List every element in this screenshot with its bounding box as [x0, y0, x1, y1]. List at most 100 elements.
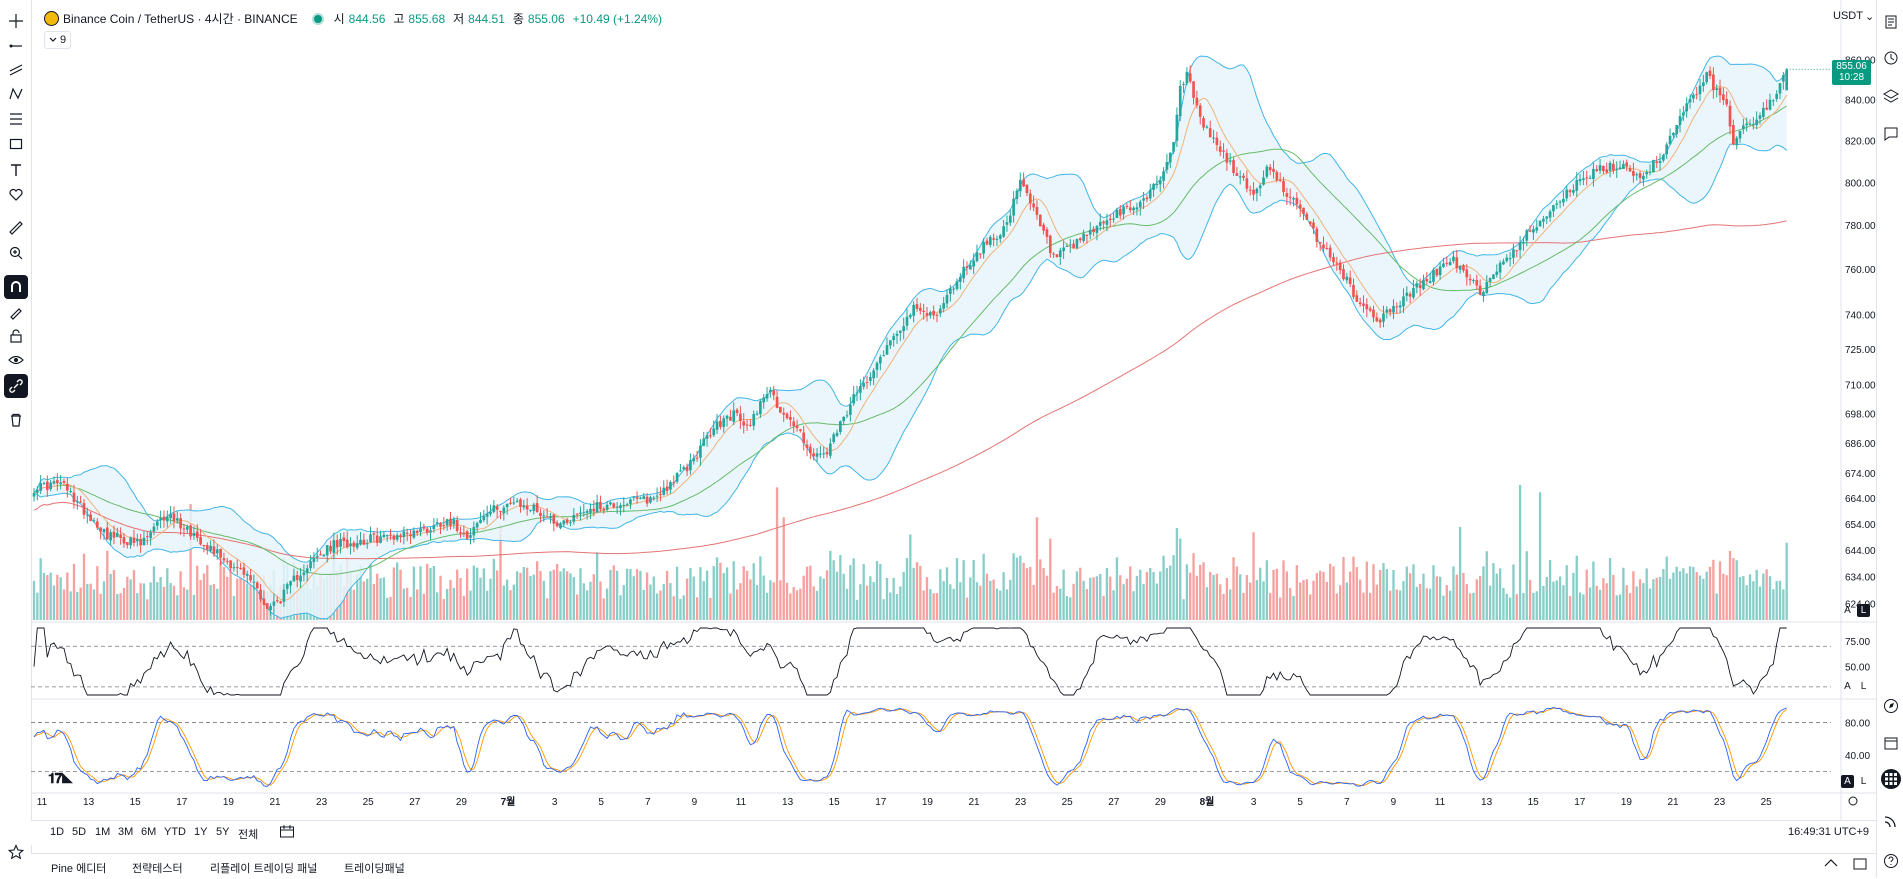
candle-body: [1118, 209, 1122, 216]
volume-bar: [1702, 578, 1705, 620]
log-scale-button-rsi[interactable]: L: [1860, 681, 1867, 692]
range-6m-button[interactable]: 6M: [141, 826, 157, 838]
range-all-button[interactable]: 전체: [238, 829, 259, 841]
candle-body: [225, 560, 229, 562]
calendar-icon[interactable]: [1881, 733, 1901, 753]
currency-dropdown[interactable]: USDT ⌄: [1833, 10, 1874, 23]
volume-bar: [126, 576, 129, 620]
candle-body: [902, 326, 906, 332]
tab-trading-panel[interactable]: 트레이딩패널: [344, 863, 405, 875]
auto-scale-button[interactable]: A: [1844, 605, 1851, 616]
log-scale-button[interactable]: L: [1857, 604, 1870, 617]
range-1y-button[interactable]: 1Y: [194, 826, 208, 838]
volume-bar: [1015, 557, 1019, 620]
candle-body: [862, 383, 866, 387]
volume-bar: [1095, 576, 1099, 620]
candle-body: [1438, 266, 1442, 276]
candle-body: [1052, 253, 1055, 255]
trash-icon[interactable]: [4, 408, 28, 432]
volume-bar: [209, 584, 212, 620]
candle-body: [549, 516, 552, 518]
tab-strategy-tester[interactable]: 전략테스터: [132, 863, 183, 875]
candle-body: [1588, 177, 1592, 179]
volume-bar: [629, 569, 632, 620]
volume-bar: [1532, 592, 1535, 620]
time-tick-label: 3: [1251, 797, 1257, 808]
axis-settings-icon[interactable]: [1848, 796, 1858, 806]
range-ytd-button[interactable]: YTD: [164, 826, 186, 838]
tab-pine-editor[interactable]: Pine 에디터: [51, 863, 107, 875]
goto-date-icon[interactable]: [279, 824, 295, 842]
alert-clock-icon[interactable]: [1881, 48, 1901, 68]
range-5d-button[interactable]: 5D: [72, 826, 87, 838]
candle-body: [512, 502, 516, 504]
symbol-title[interactable]: Binance Coin / TetherUS · 4시간 · BINANCE: [63, 12, 298, 26]
range-3m-button[interactable]: 3M: [118, 826, 134, 838]
volume-bar: [1139, 569, 1142, 620]
parallel-channel-icon[interactable]: [4, 57, 28, 81]
auto-scale-button-rsi[interactable]: A: [1844, 681, 1851, 692]
range-5y-button[interactable]: 5Y: [216, 826, 230, 838]
link-icon[interactable]: [4, 374, 28, 398]
candle-body: [1212, 137, 1215, 139]
maximize-panel-icon[interactable]: [1853, 858, 1867, 873]
volume-bar: [929, 589, 932, 620]
signal-icon[interactable]: [1881, 811, 1901, 831]
candle-body: [1255, 188, 1259, 194]
pattern-icon[interactable]: [4, 82, 28, 106]
layers-icon[interactable]: [1881, 86, 1901, 106]
collapse-panel-icon[interactable]: [1824, 858, 1838, 871]
volume-bar: [542, 580, 545, 620]
candle-body: [359, 539, 362, 545]
candle-body: [1195, 97, 1199, 106]
watchlist-icon[interactable]: [1881, 12, 1901, 32]
candle-body: [32, 493, 36, 497]
crosshair-icon[interactable]: [4, 9, 28, 33]
fib-icon[interactable]: [4, 107, 28, 131]
magnet-icon[interactable]: [4, 275, 28, 299]
tab-replay-trading[interactable]: 리플레이 트레이딩 패널: [210, 863, 318, 875]
volume-bar: [369, 563, 372, 620]
volume-bar: [1099, 573, 1102, 620]
text-icon[interactable]: [4, 158, 28, 182]
candle-body: [72, 492, 76, 503]
candle-body: [942, 303, 945, 309]
candle-body: [759, 401, 762, 415]
apps-icon[interactable]: [1881, 769, 1901, 789]
volume-bar: [572, 576, 575, 620]
ruler-icon[interactable]: [4, 216, 28, 240]
volume-bar: [1475, 579, 1478, 620]
eye-icon[interactable]: [4, 348, 28, 372]
volume-bar: [1728, 550, 1732, 620]
trend-line-icon[interactable]: [4, 33, 28, 57]
heart-icon[interactable]: [4, 183, 28, 207]
candle-body: [1772, 100, 1775, 102]
candle-body: [945, 295, 949, 304]
candle-body: [55, 480, 59, 484]
lock-icon[interactable]: [4, 324, 28, 348]
chart-canvas[interactable]: 860.00840.00820.00800.00780.00760.00740.…: [31, 0, 1877, 820]
candle-body: [1422, 279, 1425, 290]
help-icon[interactable]: [1881, 851, 1901, 871]
candle-body: [799, 429, 802, 431]
log-scale-button-stoch[interactable]: L: [1860, 776, 1867, 787]
range-1d-button[interactable]: 1D: [50, 826, 65, 838]
volume-bar: [366, 578, 369, 620]
candle-body: [542, 515, 546, 517]
range-1m-button[interactable]: 1M: [95, 826, 111, 838]
candle-body: [1725, 99, 1729, 105]
pencil-lock-icon[interactable]: [4, 300, 28, 324]
rectangle-icon[interactable]: [4, 132, 28, 156]
star-icon[interactable]: [4, 840, 28, 864]
candle-body: [1475, 279, 1479, 286]
clock-timezone[interactable]: 16:49:31 UTC+9: [1788, 826, 1870, 838]
volume-bar: [709, 597, 712, 620]
zoom-icon[interactable]: [4, 241, 28, 265]
volume-bar: [1602, 578, 1605, 620]
candle-body: [652, 497, 656, 499]
chat-icon[interactable]: [1881, 124, 1901, 144]
auto-scale-button-stoch[interactable]: A: [1841, 775, 1854, 788]
compass-icon[interactable]: [1881, 696, 1901, 716]
candle-body: [1762, 107, 1765, 117]
collapse-indicators-button[interactable]: 9: [44, 31, 72, 49]
